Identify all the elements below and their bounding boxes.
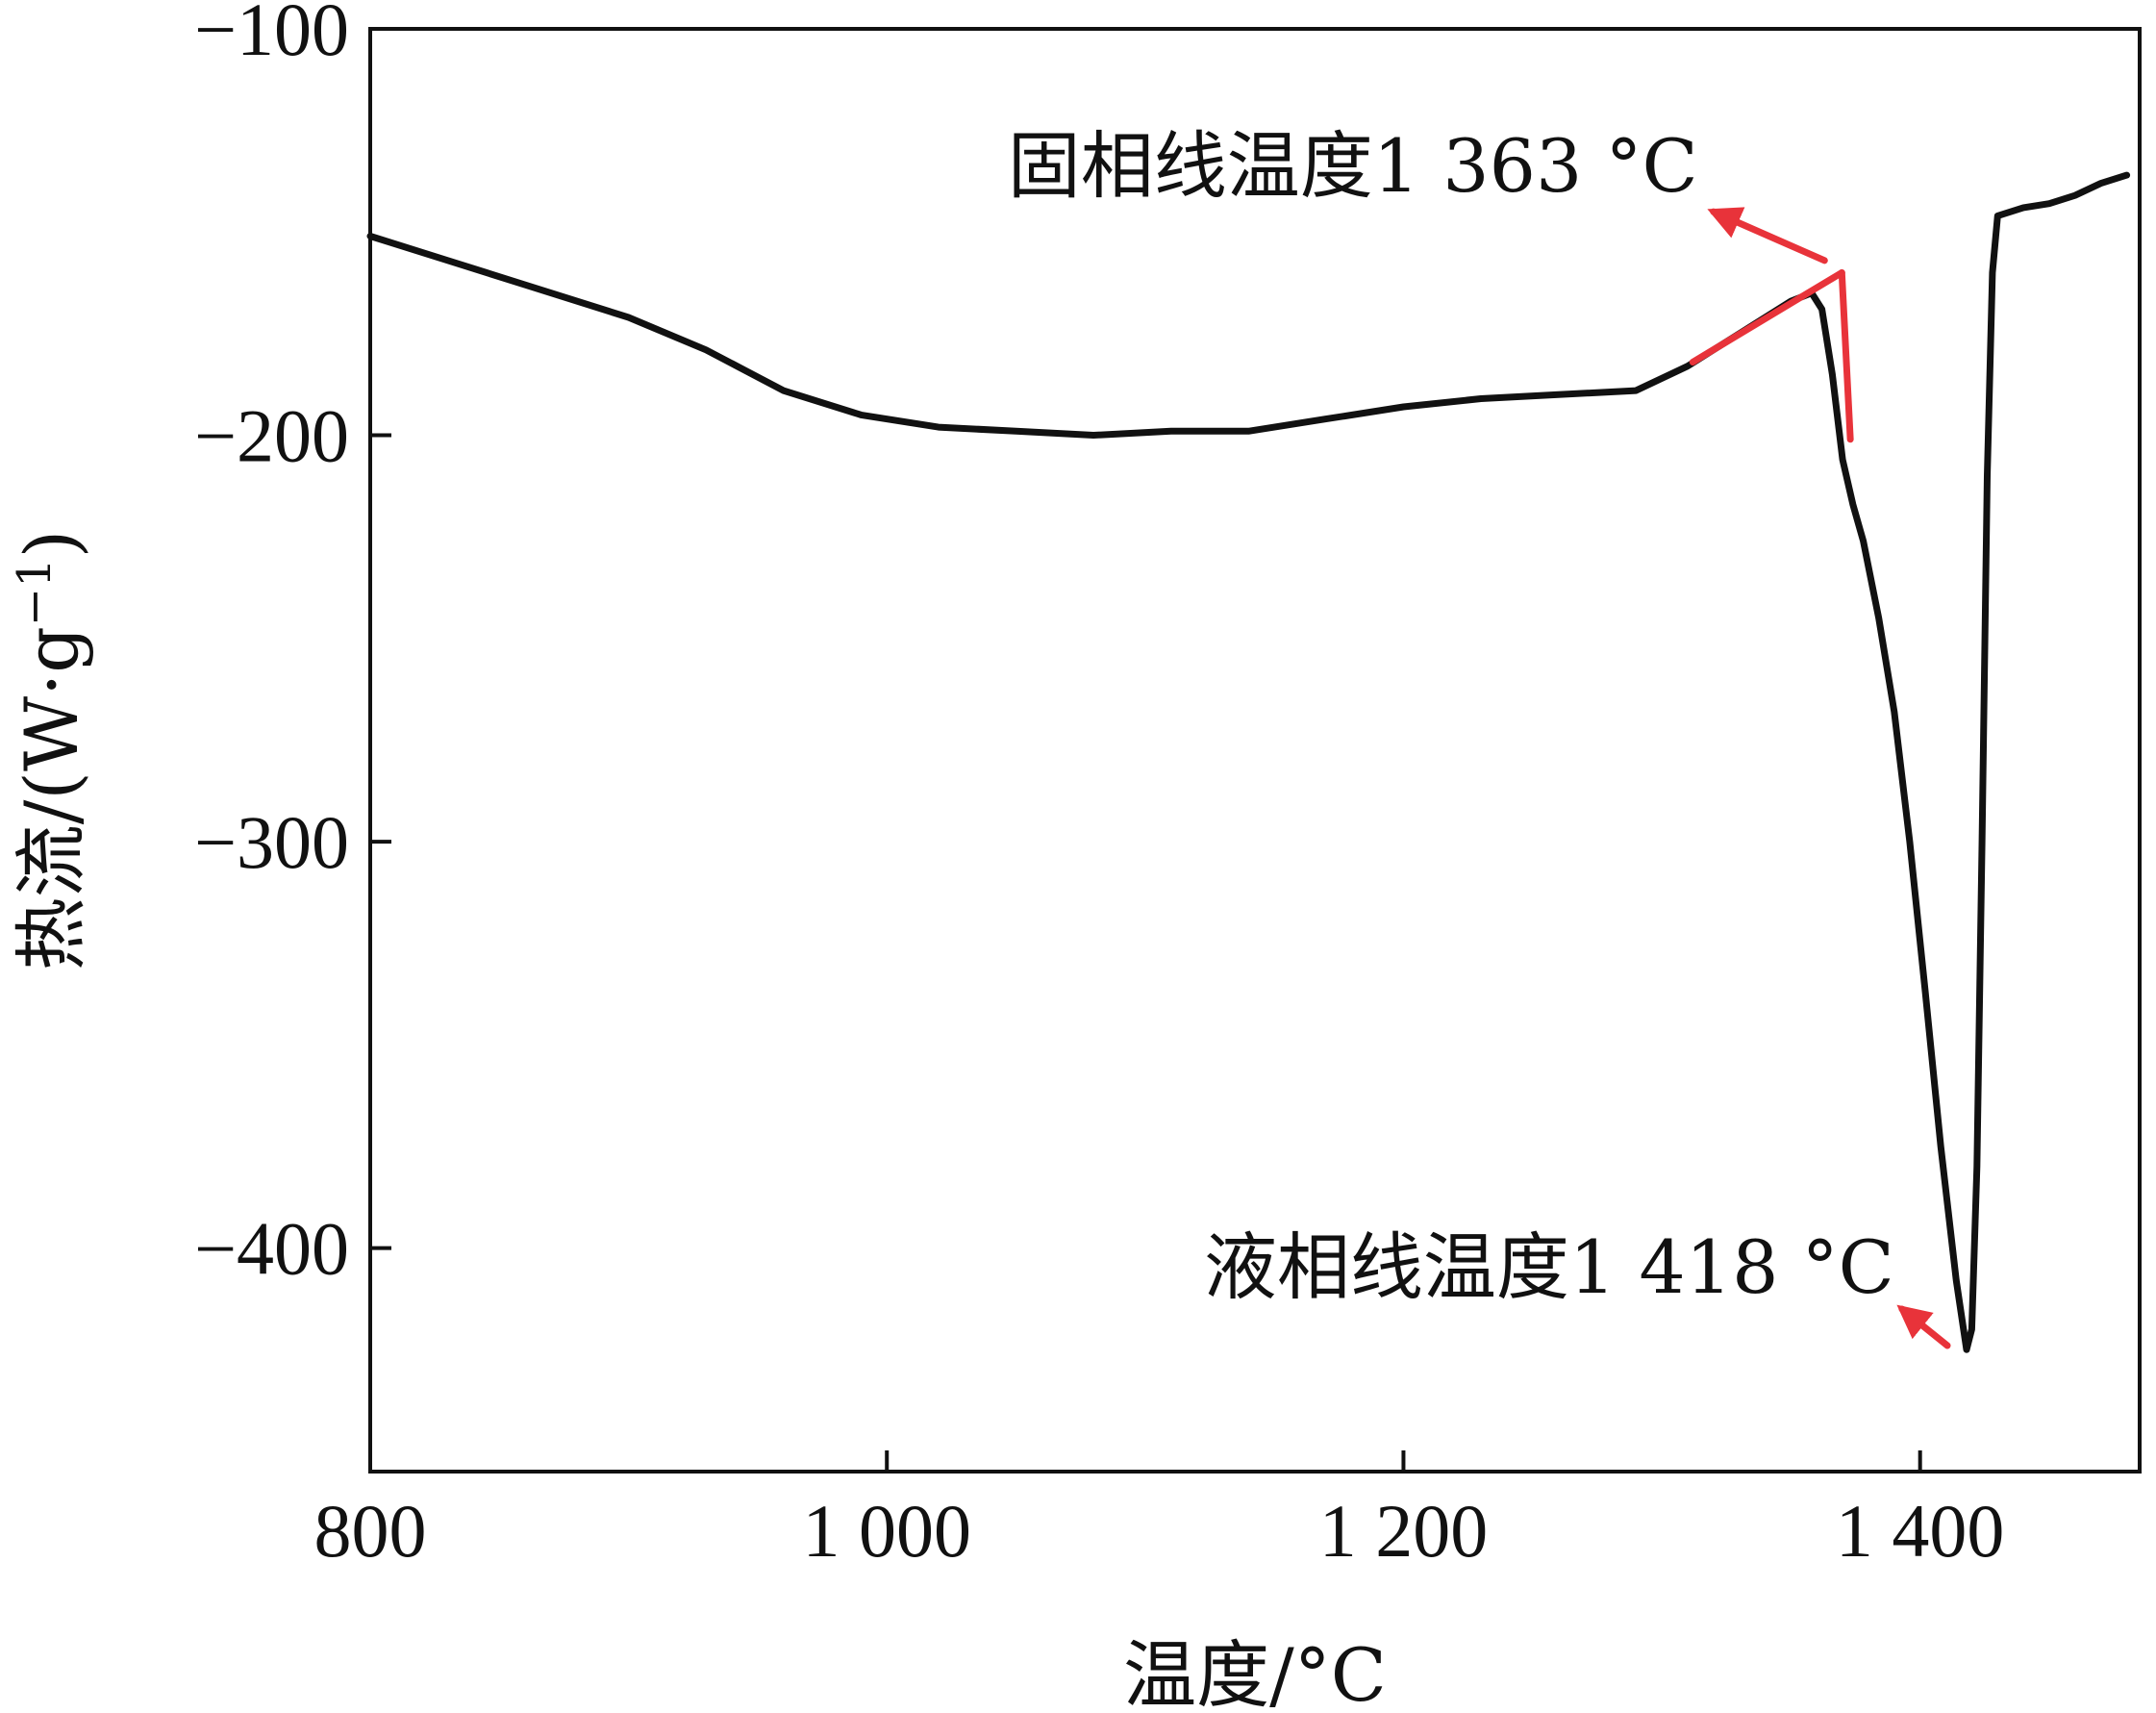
y-tick-label: −300 bbox=[194, 800, 349, 884]
liquidus-annotation: 液相线温度1 418 °C bbox=[1204, 1224, 1894, 1310]
x-axis-ticks: 800 1 000 1 200 1 400 bbox=[314, 1450, 2005, 1573]
y-tick-label: −200 bbox=[194, 394, 349, 478]
x-tick-label: 1 000 bbox=[802, 1489, 971, 1573]
solidus-annotation: 固相线温度1 363 °C bbox=[1008, 123, 1698, 209]
y-axis-label: 热流/(W·g−1) bbox=[8, 530, 94, 971]
y-tick-label: −100 bbox=[194, 0, 349, 71]
solidus-arrow bbox=[1707, 207, 1828, 265]
y-axis-ticks: −100 −200 −300 −400 bbox=[194, 0, 391, 1291]
y-axis-label-group: 热流/(W·g−1) bbox=[8, 530, 94, 971]
plot-frame bbox=[368, 27, 2142, 1474]
y-tick-label: −400 bbox=[194, 1207, 349, 1291]
solidus-tangent-right bbox=[1838, 269, 1854, 443]
y-axis-label-superscript: −1 bbox=[8, 558, 62, 626]
x-tick-label: 800 bbox=[314, 1489, 427, 1573]
x-tick-label: 1 400 bbox=[1836, 1489, 2005, 1573]
series-line bbox=[366, 171, 2131, 1353]
x-tick-label: 1 200 bbox=[1319, 1489, 1489, 1573]
x-axis-label: 温度/°C bbox=[1123, 1632, 1387, 1713]
solidus-tangent-left bbox=[1689, 269, 1845, 365]
series-layer bbox=[366, 171, 2131, 1353]
y-axis-label-main: 热流/(W·g bbox=[9, 626, 94, 970]
y-axis-label-close: ) bbox=[9, 530, 94, 559]
annotation-layer: 固相线温度1 363 °C 液相线温度1 418 °C bbox=[1008, 123, 1951, 1349]
liquidus-arrow bbox=[1896, 1304, 1951, 1349]
